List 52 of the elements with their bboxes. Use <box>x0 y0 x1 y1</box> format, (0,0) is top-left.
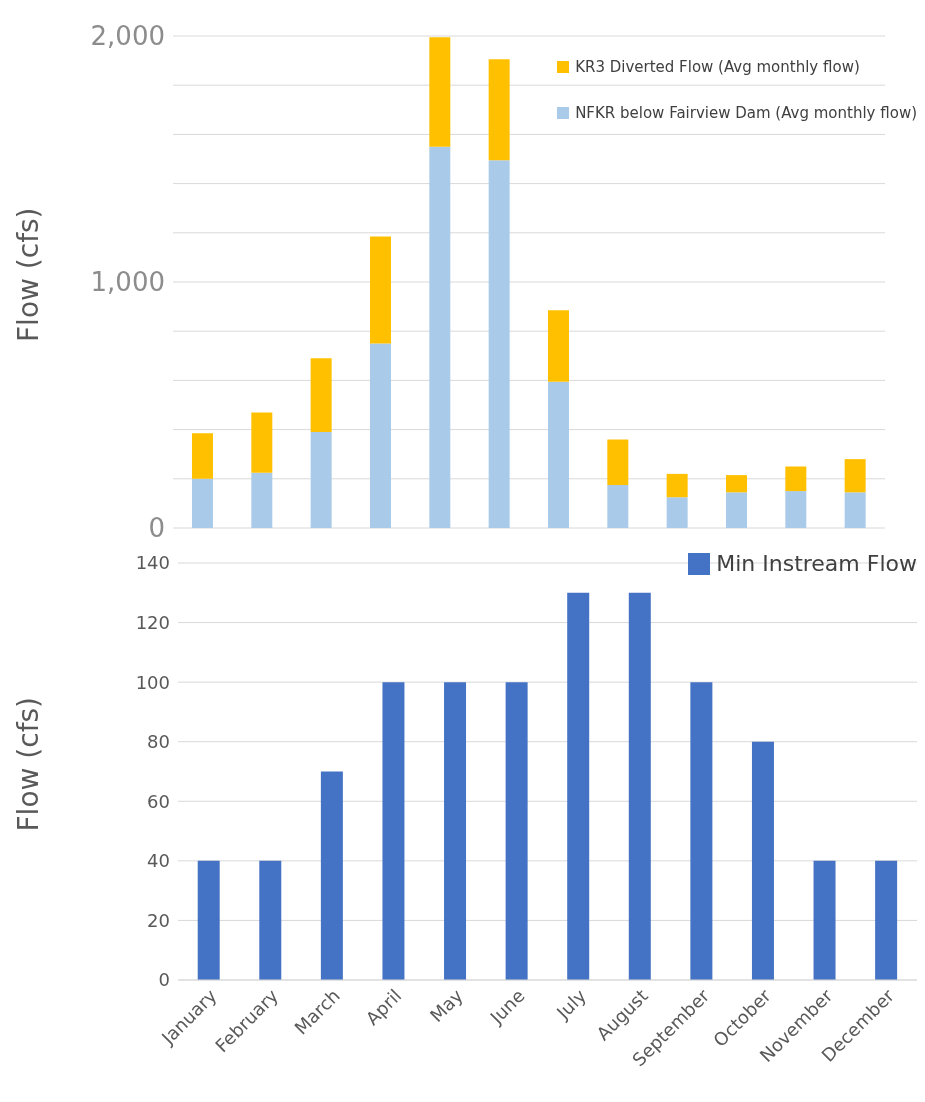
bar <box>607 439 629 485</box>
legend-label: KR3 Diverted Flow (Avg monthly flow) <box>575 58 860 76</box>
bar <box>251 472 273 528</box>
legend-label: Min Instream Flow <box>716 551 917 576</box>
y-axis-title: Flow (cfs) <box>11 696 45 832</box>
bar <box>488 160 510 528</box>
y-tick-label: 20 <box>147 909 170 931</box>
bar <box>310 432 332 528</box>
bar <box>690 682 713 980</box>
y-tick-label: 120 <box>135 611 170 633</box>
bar <box>191 478 213 528</box>
bar <box>310 358 332 433</box>
bar <box>369 236 391 344</box>
y-tick-label: 40 <box>147 850 170 872</box>
bar <box>725 492 747 528</box>
bar <box>813 860 836 980</box>
bar <box>505 682 528 980</box>
bar <box>320 771 343 980</box>
bar <box>567 592 590 980</box>
bar <box>785 491 807 528</box>
bar <box>197 860 220 980</box>
y-axis-title: Flow (cfs) <box>11 207 45 342</box>
y-tick-label: 1,000 <box>90 267 165 298</box>
bar <box>875 860 898 980</box>
bar <box>547 310 569 382</box>
bar <box>666 473 688 498</box>
y-tick-label: 2,000 <box>90 21 165 52</box>
bar <box>259 860 282 980</box>
bar <box>547 381 569 528</box>
y-tick-label: 0 <box>148 513 165 544</box>
y-tick-label: 100 <box>135 671 170 693</box>
bar <box>628 592 651 980</box>
y-tick-label: 80 <box>147 731 170 753</box>
bar <box>429 146 451 528</box>
y-tick-label: 140 <box>135 552 170 574</box>
bar <box>785 466 807 492</box>
bar <box>488 59 510 161</box>
bar <box>844 492 866 528</box>
bar <box>607 484 629 528</box>
bar <box>844 459 866 493</box>
legend-label: NFKR below Fairview Dam (Avg monthly flow) <box>575 104 917 122</box>
bar <box>429 37 451 147</box>
y-tick-label: 0 <box>158 969 170 991</box>
bar <box>725 475 747 493</box>
bar <box>382 682 405 980</box>
bar <box>369 343 391 528</box>
bar <box>666 497 688 528</box>
bar <box>251 412 273 473</box>
y-tick-label: 60 <box>147 790 170 812</box>
bar <box>751 741 774 980</box>
bar <box>444 682 467 980</box>
bar <box>191 433 213 479</box>
